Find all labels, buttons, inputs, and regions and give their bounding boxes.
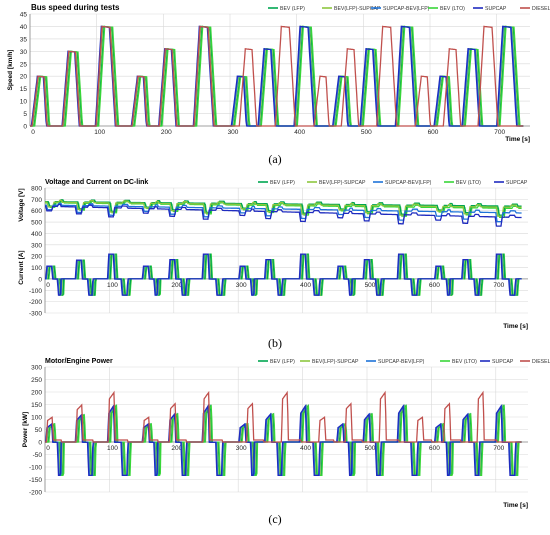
chart-title: Bus speed during tests	[31, 3, 120, 12]
series-line-supcap-0	[45, 203, 522, 227]
series-line-supcap	[30, 25, 524, 127]
legend-label: SUPCAP	[506, 180, 528, 186]
y-tick-label: -100	[29, 288, 42, 295]
series-line-supcap-bev-lfp--0	[45, 202, 522, 223]
y-tick-label: 50	[35, 427, 43, 434]
y-axis-label: Power [kW]	[22, 412, 29, 447]
chart-panel-0: 0 5 10 15 20 25 30 35 40 45 0 100 200 300 400 500 600 700…	[7, 3, 550, 143]
x-tick-label: 200	[161, 129, 172, 136]
legend-label: BEV (LFP)	[270, 359, 295, 365]
x-tick-label: 400	[294, 129, 305, 136]
y-tick-label: 0	[23, 124, 27, 131]
x-tick-label: 500	[361, 129, 372, 136]
x-tick-label: 100	[94, 129, 105, 136]
caption-b: (b)	[268, 336, 282, 350]
y-tick-label: 5	[23, 111, 27, 118]
y-tick-label: 20	[20, 74, 28, 81]
x-tick-label: 700	[494, 129, 505, 136]
legend-label: SUPCAP-BEV(LFP)	[378, 359, 425, 365]
x-tick-label: 400	[300, 445, 311, 452]
series-line-diesel	[45, 390, 522, 443]
x-tick-label: 600	[428, 129, 439, 136]
y-tick-label: -200	[29, 490, 42, 497]
y-tick-label: 15	[20, 86, 28, 93]
y-axis-label: Speed [km/h]	[7, 50, 14, 91]
x-tick-label: 0	[46, 445, 50, 452]
x-tick-label: 600	[429, 282, 440, 289]
y-tick-label: 800	[31, 186, 42, 193]
y-tick-label: 0	[38, 276, 42, 283]
y-tick-label: 300	[31, 365, 42, 372]
y-tick-label: 100	[31, 415, 42, 422]
y-tick-label: -150	[29, 477, 42, 484]
y-tick-label: 200	[31, 390, 42, 397]
y-tick-label: -300	[29, 311, 42, 318]
y-axis-label-voltage: Voltage [V]	[18, 188, 25, 221]
x-tick-label: 700	[493, 445, 504, 452]
legend-label: DIESEL	[532, 359, 550, 365]
x-tick-label: 300	[236, 445, 247, 452]
legend-label: BEV(LFP)-SUPCAP	[319, 180, 366, 186]
x-tick-label: 0	[31, 129, 35, 136]
y-tick-label: 45	[20, 12, 28, 19]
x-axis-label: Time [s]	[503, 502, 528, 509]
x-axis-label: Time [s]	[503, 323, 528, 330]
legend-label: SUPCAP-BEV(LFP)	[383, 6, 430, 12]
x-tick-label: 500	[365, 445, 376, 452]
legend-label: SUPCAP	[492, 359, 514, 365]
y-tick-label: -50	[33, 452, 43, 459]
x-tick-label: 700	[493, 282, 504, 289]
y-tick-label: 500	[31, 220, 42, 227]
x-tick-label: 0	[46, 282, 50, 289]
x-tick-label: 100	[107, 445, 118, 452]
x-tick-label: 200	[171, 445, 182, 452]
x-tick-label: 400	[300, 282, 311, 289]
y-tick-label: 25	[20, 61, 28, 68]
y-tick-label: -200	[29, 299, 42, 306]
y-tick-label: 250	[31, 377, 42, 384]
x-tick-label: 600	[429, 445, 440, 452]
series-line-diesel	[30, 25, 524, 127]
x-tick-label: 300	[236, 282, 247, 289]
series-line-supcap-1	[45, 253, 522, 296]
y-tick-label: 400	[31, 231, 42, 238]
legend-label: BEV (LTO)	[456, 180, 481, 186]
y-axis-label-current: Current [A]	[18, 250, 25, 284]
legend-label: BEV(LFP)-SUPCAP	[334, 6, 381, 12]
legend-label: DIESEL	[532, 6, 550, 12]
y-tick-label: -100	[29, 465, 42, 472]
legend-label: BEV(LFP)-SUPCAP	[312, 359, 359, 365]
x-tick-label: 300	[228, 129, 239, 136]
x-axis-label: Time [s]	[505, 136, 530, 143]
chart-panel-1: -300 -200 -100 0 100 200 300 400 500 600 700 800 0 10…	[18, 179, 528, 330]
series-line-bev-lto-	[45, 404, 522, 477]
y-tick-label: 150	[31, 402, 42, 409]
x-tick-label: 100	[107, 282, 118, 289]
x-tick-label: 200	[171, 282, 182, 289]
y-tick-label: 200	[31, 254, 42, 261]
legend-label: SUPCAP	[485, 6, 507, 12]
y-tick-label: 30	[20, 49, 28, 56]
legend-label: BEV (LTO)	[452, 359, 477, 365]
legend-label: BEV (LTO)	[440, 6, 465, 12]
legend-label: BEV (LFP)	[280, 6, 305, 12]
y-tick-label: 0	[38, 440, 42, 447]
series-line-bev-lfp-supcap-0	[45, 199, 522, 217]
y-tick-label: 35	[20, 36, 28, 43]
chart-title: Voltage and Current on DC-link	[45, 179, 148, 186]
chart-title: Motor/Engine Power	[45, 358, 113, 365]
caption-a: (a)	[268, 152, 282, 166]
y-tick-label: 10	[20, 99, 28, 106]
y-tick-label: 40	[20, 24, 28, 31]
y-tick-label: 600	[31, 208, 42, 215]
x-tick-label: 500	[365, 282, 376, 289]
legend-label: SUPCAP-BEV(LFP)	[385, 180, 432, 186]
caption-c: (c)	[268, 512, 282, 526]
y-tick-label: 300	[31, 242, 42, 249]
y-tick-label: 100	[31, 265, 42, 272]
legend-label: BEV (LFP)	[270, 180, 295, 186]
y-tick-label: 700	[31, 197, 42, 204]
